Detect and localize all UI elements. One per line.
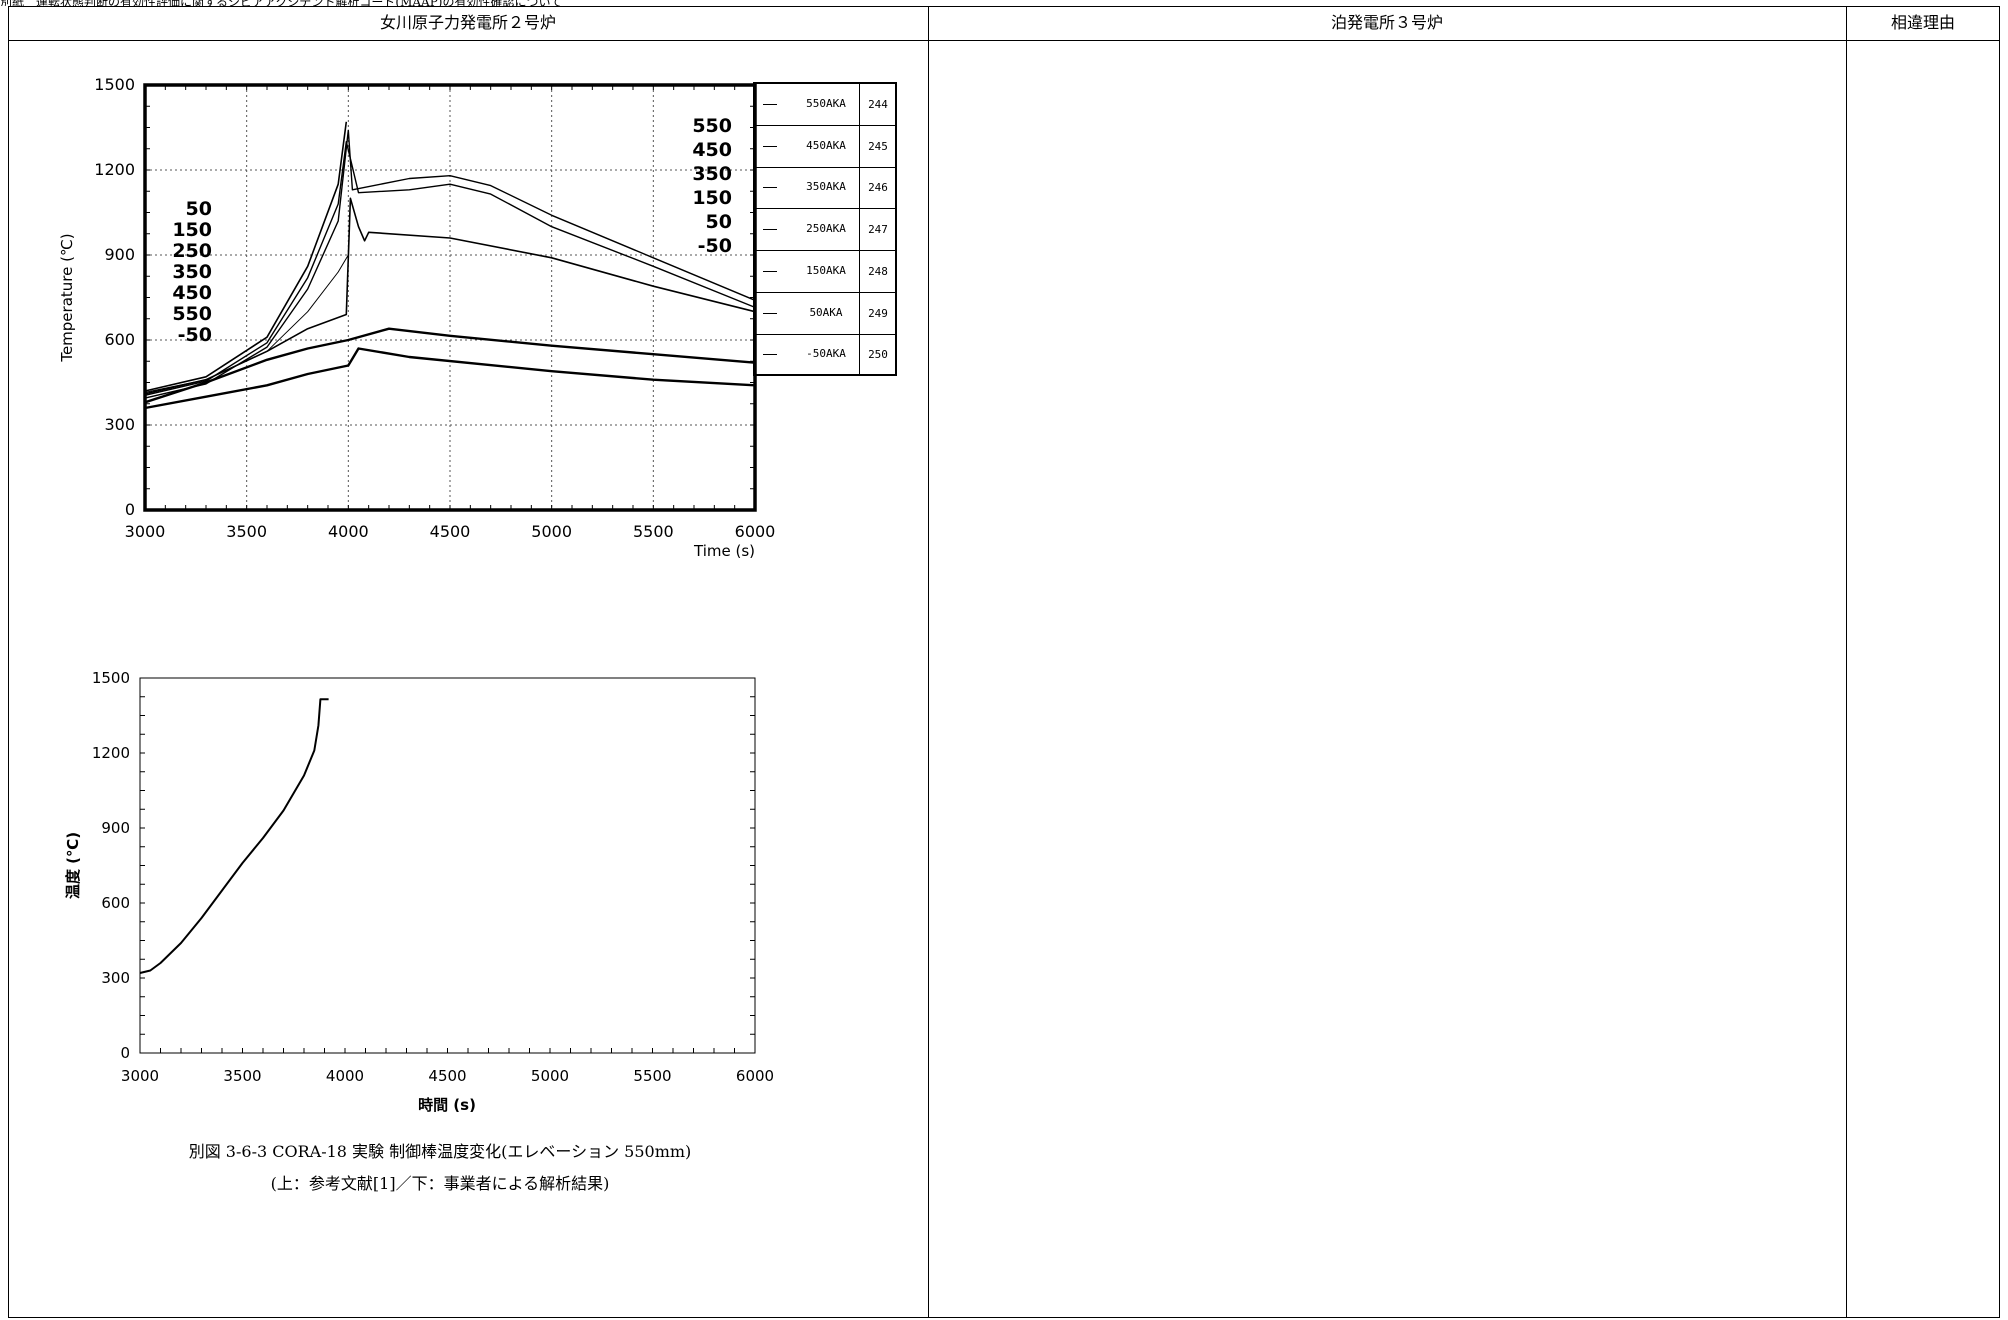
- y-tick-label: 1200: [94, 160, 135, 179]
- y-tick-label: 1500: [92, 669, 130, 687]
- legend-line-swatch: [763, 104, 777, 105]
- elevation-label-left: 50: [186, 198, 212, 220]
- x-tick-label: 6000: [735, 522, 776, 541]
- legend-line-swatch: [763, 312, 777, 314]
- elevation-label-left: -50: [178, 324, 212, 346]
- x-tick-label: 4000: [326, 1067, 364, 1085]
- legend-series-number: 244: [859, 84, 896, 125]
- series-line-150aka: [144, 197, 756, 395]
- series-line--50aka: [144, 347, 756, 410]
- x-axis-label: Time (s): [693, 542, 755, 560]
- column-header-reason: 相違理由: [1890, 13, 1955, 32]
- legend-series-name: 450AKA: [806, 138, 846, 152]
- legend-row: 50AKA 249: [755, 292, 896, 335]
- y-tick-label: 0: [125, 500, 135, 519]
- legend-series-name: 350AKA: [806, 180, 846, 194]
- y-tick-label: 900: [104, 245, 135, 264]
- column-divider: [1846, 6, 1847, 1318]
- legend-row: 150AKA 248: [755, 250, 896, 293]
- y-tick-label: 1200: [92, 744, 130, 762]
- y-axis-label: Temperature (℃): [58, 233, 76, 362]
- x-tick-label: 3500: [223, 1067, 261, 1085]
- elevation-label-right: 450: [692, 139, 732, 161]
- header-divider: [8, 40, 2000, 41]
- elevation-label-right: 50: [706, 211, 732, 233]
- x-tick-label: 5000: [531, 522, 572, 541]
- legend-line-swatch: [763, 229, 777, 231]
- legend-series-number: 246: [859, 167, 896, 209]
- legend-series-number: 245: [859, 125, 896, 167]
- elevation-label-right: 550: [692, 115, 732, 137]
- column-header-tomari: 泊発電所３号炉: [1330, 13, 1443, 32]
- plot-frame: [139, 677, 756, 1054]
- y-tick-label: 1500: [94, 75, 135, 94]
- legend-series-number: 248: [859, 250, 896, 292]
- y-tick-label: 600: [101, 894, 130, 912]
- legend-line-swatch: [763, 270, 777, 272]
- series-line-analysis: [139, 698, 329, 974]
- column-divider: [928, 6, 929, 1318]
- y-tick-label: 300: [101, 969, 130, 987]
- series-line-550aka: [144, 121, 348, 392]
- series-line-350aka: [144, 129, 756, 399]
- legend-line-swatch: [763, 145, 777, 147]
- x-axis-label: 時間 (s): [418, 1096, 476, 1114]
- legend-series-number: 247: [859, 209, 896, 251]
- series-line-450aka: [144, 141, 756, 396]
- x-tick-label: 4500: [430, 522, 471, 541]
- x-tick-label: 3000: [125, 522, 166, 541]
- elevation-label-right: -50: [698, 235, 732, 257]
- y-tick-label: 900: [101, 819, 130, 837]
- legend-row: -50AKA 250: [755, 334, 895, 376]
- reference-temperature-chart: 3000 3500 4000 4500 5000 5500 6000 0 300 600 900 12…: [58, 75, 776, 560]
- x-tick-label: 5500: [633, 1067, 671, 1085]
- legend-series-number: 249: [859, 292, 896, 334]
- x-tick-label: 3500: [226, 522, 267, 541]
- legend-row: 250AKA 247: [755, 209, 896, 252]
- legend-row: 450AKA 245: [755, 125, 896, 168]
- comparison-table: [8, 6, 2000, 1318]
- x-tick-label: 4000: [328, 522, 369, 541]
- elevation-label-left: 550: [172, 303, 212, 325]
- elevation-label-left: 150: [172, 219, 212, 241]
- legend-series-name: -50AKA: [806, 347, 846, 361]
- legend-row: 350AKA 246: [755, 167, 896, 210]
- x-tick-label: 6000: [736, 1067, 774, 1085]
- header-strip: 別紙 運転状態判断の有効性評価に関するシビアアクシデント解析コード(MAAP)の…: [0, 0, 1000, 6]
- legend-line-swatch: [763, 354, 777, 356]
- legend-line-swatch: [763, 187, 777, 189]
- y-tick-label: 0: [120, 1044, 130, 1062]
- elevation-label-right: 150: [692, 187, 732, 209]
- legend-row: 550AKA 244: [755, 84, 895, 126]
- reference-chart-legend: 550AKA 244 450AKA 245 350AKA 246 250AKA 247 150A…: [753, 82, 897, 376]
- y-tick-label: 600: [104, 330, 135, 349]
- figure-caption-line1: 別図 3-6-3 CORA-18 実験 制御棒温度変化(エレベーション 550m…: [188, 1142, 692, 1161]
- analysis-temperature-chart: 3000 3500 4000 4500 5000 5500 6000 0 300 600 900 12…: [64, 669, 774, 1114]
- elevation-label-left: 250: [172, 240, 212, 262]
- elevation-label-right: 350: [692, 163, 732, 185]
- legend-series-number: 250: [859, 334, 896, 376]
- column-header-onagawa: 女川原子力発電所２号炉: [379, 13, 556, 32]
- elevation-label-left: 450: [172, 282, 212, 304]
- elevation-label-left: 350: [172, 261, 212, 283]
- x-tick-label: 5000: [531, 1067, 569, 1085]
- figure-caption-line2: (上：参考文献[1]／下：事業者による解析結果): [270, 1174, 610, 1193]
- legend-series-name: 550AKA: [806, 97, 846, 110]
- y-tick-label: 300: [104, 415, 135, 434]
- legend-series-name: 250AKA: [806, 222, 846, 236]
- legend-series-name: 150AKA: [806, 263, 846, 277]
- legend-series-name: 50AKA: [809, 305, 843, 319]
- y-axis-label: 温度 (℃): [64, 832, 82, 899]
- x-tick-label: 5500: [633, 522, 674, 541]
- series-line-50aka: [144, 327, 756, 404]
- x-tick-label: 3000: [121, 1067, 159, 1085]
- x-tick-label: 4500: [428, 1067, 466, 1085]
